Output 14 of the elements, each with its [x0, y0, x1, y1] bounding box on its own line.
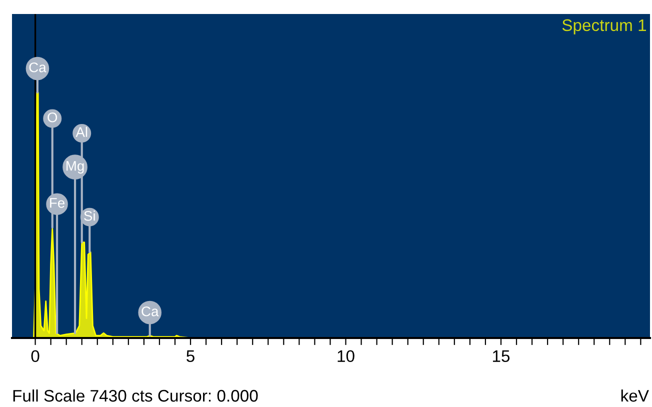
annotation: Si — [84, 210, 95, 221]
x-axis-title: keV — [621, 389, 649, 402]
annotation: O — [48, 112, 58, 122]
annotation: Mg — [66, 161, 84, 174]
x-tick-label: 15 — [492, 350, 510, 362]
annotation: Ca — [29, 62, 46, 72]
annotation: Fe — [50, 198, 65, 208]
x-tick-label: 0 — [31, 350, 40, 362]
annotation: Ca — [142, 306, 159, 316]
annotation: Al — [76, 126, 88, 137]
x-tick-label: 5 — [186, 350, 194, 362]
x-tick-label: 10 — [338, 350, 354, 362]
text: Full Scale 7430 cts Cursor: 0.000 — [13, 389, 258, 402]
text: Spectrum 1 — [562, 19, 646, 34]
